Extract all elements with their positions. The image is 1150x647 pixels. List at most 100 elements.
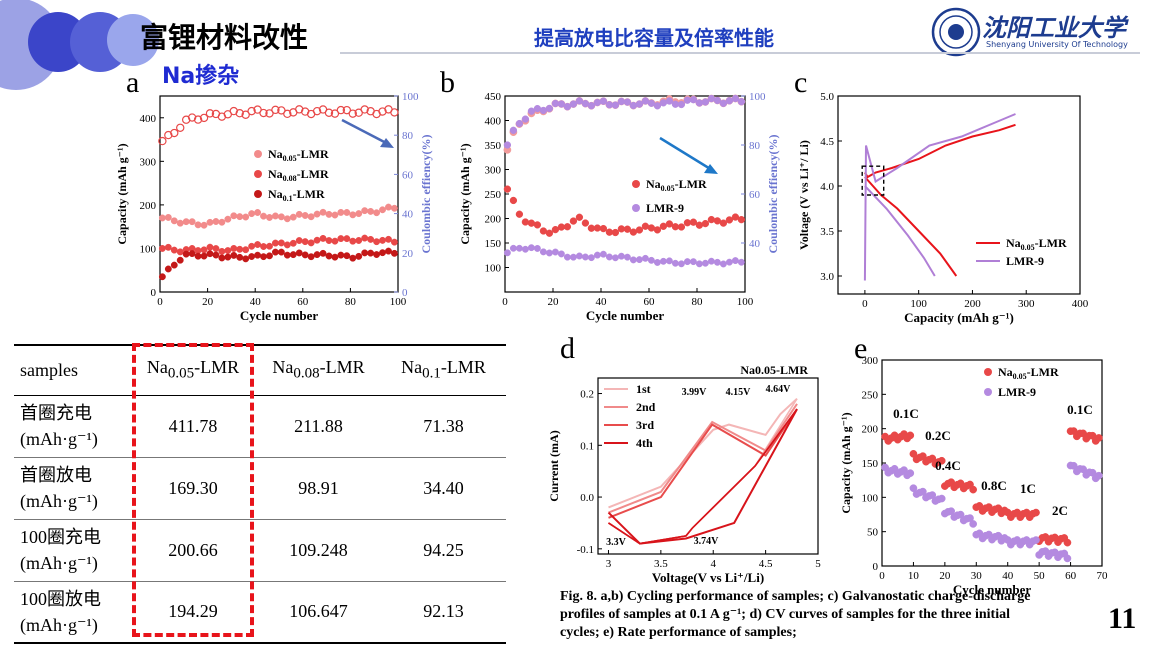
data-point <box>551 99 560 108</box>
data-point <box>569 217 578 225</box>
data-point <box>164 243 172 251</box>
data-point <box>635 256 643 264</box>
data-point <box>390 108 399 117</box>
annotation: 2C <box>1052 503 1068 518</box>
data-point <box>665 97 674 105</box>
y-tick-label: 4.5 <box>820 136 834 148</box>
y-tick-label: 350 <box>485 140 502 152</box>
data-point <box>719 219 728 227</box>
data-point <box>623 225 632 233</box>
table-cell: 98.91 <box>256 457 381 520</box>
data-point <box>731 94 740 103</box>
data-point <box>737 98 746 106</box>
table-cell: 94.25 <box>381 519 506 582</box>
x-tick-label: 30 <box>971 570 983 582</box>
data-point <box>969 520 977 528</box>
data-point <box>695 260 703 268</box>
data-point <box>283 215 291 223</box>
data-point <box>164 130 173 140</box>
data-point <box>170 246 178 254</box>
data-point <box>259 108 268 118</box>
y-tick-label: 0.1 <box>580 440 594 452</box>
data-point <box>1095 434 1103 442</box>
data-point <box>289 239 297 247</box>
data-point <box>683 96 692 104</box>
data-point <box>206 250 214 258</box>
data-point <box>390 204 398 212</box>
x-tick-label: 40 <box>596 296 608 308</box>
data-point <box>695 99 704 107</box>
data-point <box>737 258 745 266</box>
data-point <box>360 105 369 114</box>
series-line <box>864 185 936 277</box>
table-cell: 71.38 <box>381 395 506 458</box>
legend-swatch <box>632 180 640 188</box>
series-line <box>607 408 798 545</box>
y2-tick-label: 60 <box>749 189 761 201</box>
data-point <box>349 254 357 262</box>
data-point <box>701 98 710 106</box>
caption-line-3: cycles; e) Rate performance of samples; <box>560 625 797 640</box>
panel-label-c: c <box>794 66 808 99</box>
y-axis-title: Capacity (mAh g⁻¹) <box>115 143 129 244</box>
legend-label: 3rd <box>636 418 654 432</box>
caption-line-1: Fig. 8. a,b) Cycling performance of samp… <box>560 589 1031 604</box>
data-point <box>283 109 292 119</box>
data-point <box>164 213 172 221</box>
data-point <box>301 238 309 246</box>
header-divider <box>340 52 1140 54</box>
legend-label: Na0.05-LMR <box>1006 236 1067 252</box>
series-line <box>608 397 798 509</box>
data-point <box>587 254 595 262</box>
data-point <box>301 251 309 259</box>
data-point <box>277 248 285 256</box>
row-label-line1: 100圈充电 <box>20 527 101 547</box>
x-tick-label: 300 <box>1018 298 1035 310</box>
data-point <box>247 106 256 116</box>
x-tick-label: 60 <box>1065 570 1077 582</box>
page-title: 富锂材料改性 <box>140 21 309 54</box>
data-point <box>731 213 740 221</box>
arrow-head <box>704 164 718 174</box>
legend-swatch <box>984 388 992 396</box>
y-tick-label: 0.0 <box>580 492 594 504</box>
x-tick-label: 0 <box>879 570 885 582</box>
data-point <box>919 487 927 496</box>
data-point <box>605 253 613 261</box>
data-point <box>254 251 262 259</box>
data-point <box>355 210 363 218</box>
data-point <box>599 97 608 105</box>
data-point <box>330 109 340 118</box>
data-point <box>1063 538 1072 547</box>
y-tick-label: 450 <box>485 91 502 103</box>
data-point <box>521 115 530 123</box>
y-tick-label: 150 <box>485 238 502 250</box>
data-point <box>713 96 722 105</box>
x-tick-label: 40 <box>1002 570 1014 582</box>
header-text: samples <box>20 360 78 381</box>
capacity-table: samples Na0.05-LMR Na0.08-LMR Na0.1-LMR … <box>14 344 506 644</box>
y-tick-label: 5.0 <box>820 91 834 103</box>
data-point <box>349 237 357 245</box>
data-point <box>218 218 226 226</box>
data-point <box>719 99 728 107</box>
y-tick-label: 100 <box>485 263 502 275</box>
plot-frame-a <box>159 95 399 293</box>
data-point <box>367 249 375 257</box>
legend-label: 2nd <box>636 400 656 414</box>
data-point <box>158 214 166 222</box>
x-axis-title: Cycle number <box>586 308 665 323</box>
data-point <box>342 105 352 115</box>
data-point <box>158 273 166 281</box>
data-point <box>545 229 554 237</box>
data-point <box>713 258 721 266</box>
seal-icon <box>931 7 981 57</box>
data-point <box>176 256 184 264</box>
data-point <box>193 115 203 124</box>
section-title: 提高放电比容量及倍率性能 <box>534 26 774 50</box>
x-tick-label: 40 <box>250 296 262 308</box>
y2-tick-label: 40 <box>749 238 761 250</box>
data-point <box>503 141 512 149</box>
y-tick-label: 100 <box>140 243 157 255</box>
table-header-samples: samples <box>14 344 130 396</box>
